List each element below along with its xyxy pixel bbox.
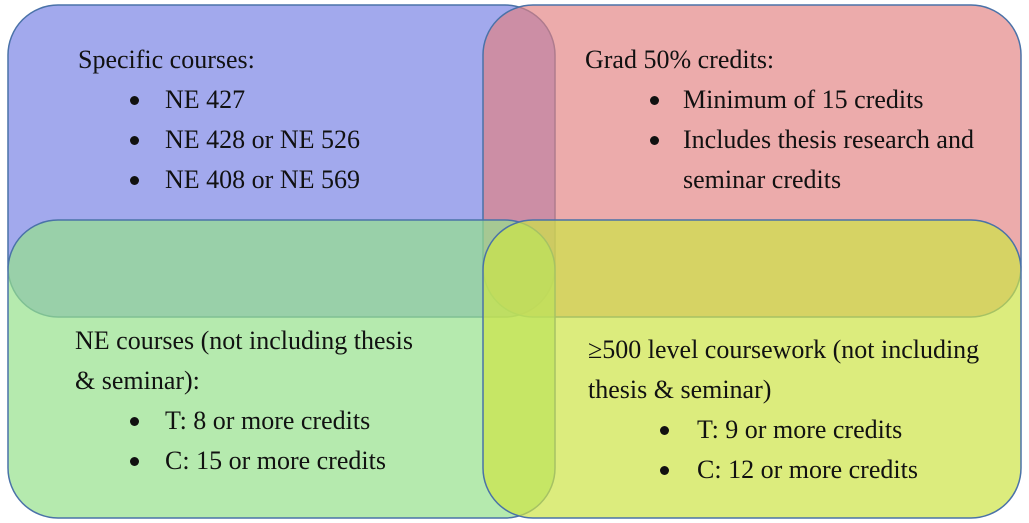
bullet-item: NE 427: [130, 80, 525, 120]
bullet-item: Includes thesis research and seminar cre…: [650, 120, 1018, 200]
heading: NE courses (not including thesis & semin…: [75, 326, 413, 395]
bullet-item: Minimum of 15 credits: [650, 80, 1018, 120]
bullet-item: C: 12 or more credits: [660, 450, 1017, 490]
bullet-item: NE 408 or NE 569: [130, 160, 525, 200]
bullet-item: NE 428 or NE 526: [130, 120, 525, 160]
heading: Grad 50% credits:: [585, 45, 775, 74]
bullet-item: C: 15 or more credits: [130, 441, 545, 481]
yellow-region: [482, 219, 1022, 519]
quadrant-text: ≥500 level coursework (not including the…: [588, 330, 1017, 490]
bullet-item: T: 9 or more credits: [660, 410, 1017, 450]
bullet-item: T: 8 or more credits: [130, 401, 545, 441]
heading: ≥500 level coursework (not including the…: [588, 335, 980, 404]
quadrant-text: NE courses (not including thesis & semin…: [75, 321, 545, 481]
quadrant-text: Specific courses: NE 427 NE 428 or NE 526 N…: [78, 40, 525, 200]
quadrant-text: Grad 50% credits: Minimum of 15 credits In…: [585, 40, 1018, 200]
heading: Specific courses:: [78, 45, 255, 74]
